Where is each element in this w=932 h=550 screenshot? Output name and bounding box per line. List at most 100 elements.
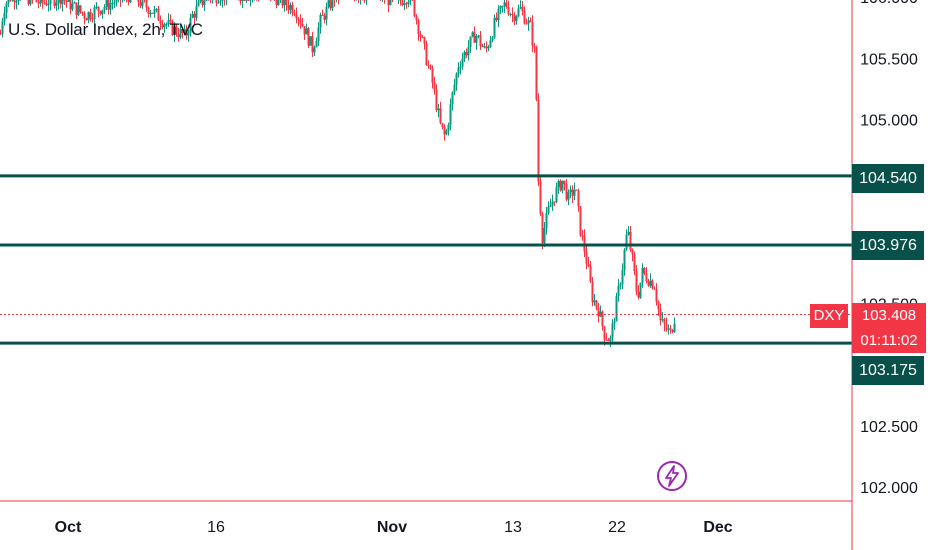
candle-body	[669, 328, 672, 330]
candle-body	[561, 180, 564, 191]
candle-body	[103, 6, 106, 10]
candle-body	[299, 19, 302, 25]
candle-body	[185, 28, 188, 36]
price-tick-label: 102.500	[860, 419, 918, 436]
candle-body	[639, 282, 642, 298]
candle-body	[667, 328, 670, 330]
candle-body	[63, 0, 66, 1]
candle-body	[565, 183, 568, 200]
candle-body	[593, 300, 596, 303]
candle-body	[543, 228, 546, 243]
time-tick-label: Nov	[377, 519, 407, 536]
candle-body	[215, 0, 218, 4]
candle-body	[673, 323, 676, 332]
level-tag-103175: 103.175	[852, 356, 924, 385]
candle-body	[471, 32, 474, 37]
price-tick-label: 106.000	[860, 0, 918, 7]
candle-body	[601, 311, 604, 327]
candle-body	[127, 0, 130, 2]
candle-body	[581, 235, 584, 237]
candle-body	[29, 0, 32, 5]
candle-body	[283, 0, 286, 6]
level-tag-104540: 104.540	[852, 164, 924, 193]
candle-body	[529, 20, 532, 23]
candle-body	[457, 67, 460, 74]
candle-body	[611, 323, 614, 338]
candle-body	[603, 326, 606, 340]
candle-body	[155, 8, 158, 10]
candle-body	[519, 7, 522, 9]
candle-body	[313, 47, 316, 53]
candle-body	[499, 6, 502, 9]
candle-body	[329, 0, 332, 9]
candle-body	[417, 20, 420, 34]
candle-body	[475, 36, 478, 43]
candle-body	[557, 180, 560, 188]
candle-body	[331, 0, 334, 9]
candle-body	[159, 20, 162, 24]
candle-body	[169, 20, 172, 22]
candle-body	[647, 281, 650, 286]
level-tag-103976: 103.976	[852, 231, 924, 260]
time-tick-label: Dec	[703, 519, 732, 536]
candle-body	[145, 0, 148, 8]
candle-body	[629, 231, 632, 250]
candle-body	[661, 319, 664, 321]
candle-body	[177, 34, 180, 38]
candle-body	[179, 29, 182, 38]
candle-body	[315, 40, 318, 48]
candle-body	[539, 181, 542, 214]
candle-body	[495, 17, 498, 21]
candle-body	[455, 73, 458, 85]
candle-body	[571, 189, 574, 196]
candle-body	[3, 12, 6, 22]
candle-body	[85, 18, 88, 21]
candle-body	[569, 189, 572, 193]
lightning-bolt-icon[interactable]	[656, 460, 688, 492]
candle-body	[81, 11, 84, 14]
candle-body	[483, 46, 486, 48]
candle-body	[53, 0, 56, 6]
candle-body	[173, 26, 176, 35]
candle-body	[421, 36, 424, 38]
candle-body	[541, 213, 544, 243]
candle-body	[435, 89, 438, 111]
candle-body	[197, 1, 200, 6]
candle-body	[323, 15, 326, 20]
candle-body	[401, 0, 404, 6]
candle-body	[295, 14, 298, 19]
candle-body	[217, 2, 220, 4]
candle-body	[241, 0, 244, 2]
candle-body	[321, 14, 324, 16]
candle-body	[203, 0, 206, 6]
candle-body	[285, 0, 288, 5]
candle-body	[423, 37, 426, 44]
candle-body	[489, 40, 492, 47]
time-tick-label: 16	[207, 519, 225, 536]
candle-body	[631, 249, 634, 255]
candle-body	[511, 14, 514, 16]
candle-body	[91, 18, 94, 20]
candle-body	[493, 17, 496, 38]
candle-body	[309, 36, 312, 46]
candle-body	[307, 28, 310, 46]
candle-body	[545, 213, 548, 229]
candle-body	[615, 296, 618, 322]
candle-body	[469, 36, 472, 48]
candle-body	[505, 2, 508, 8]
candle-body	[175, 26, 178, 35]
candle-body	[553, 201, 556, 203]
candle-body	[281, 0, 284, 6]
candle-body	[579, 206, 582, 236]
candle-body	[463, 52, 466, 59]
candle-body	[641, 267, 644, 283]
candle-body	[651, 280, 654, 289]
candle-body	[567, 192, 570, 200]
time-tick-label: Oct	[55, 519, 82, 536]
candle-body	[663, 319, 666, 325]
candle-body	[137, 0, 140, 3]
candle-body	[89, 12, 92, 19]
candle-body	[439, 108, 442, 124]
candle-body	[531, 22, 534, 46]
